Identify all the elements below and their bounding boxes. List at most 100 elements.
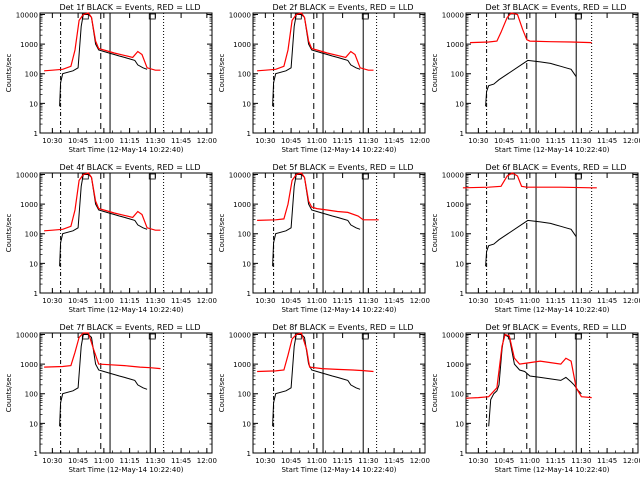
x-tick-label: 10:30 xyxy=(468,137,488,145)
x-tick-label: 12:00 xyxy=(623,137,640,145)
x-tick-label: 10:45 xyxy=(494,297,514,305)
y-tick-label: 100 xyxy=(238,231,251,239)
x-tick-label: 12:00 xyxy=(623,457,640,465)
y-tick-label: 1000 xyxy=(446,41,464,49)
events-series-line xyxy=(488,333,582,427)
y-tick-label: 1000 xyxy=(233,201,251,209)
panel-title: Det 8f BLACK = Events, RED = LLD xyxy=(272,323,413,332)
panel-title: Det 4f BLACK = Events, RED = LLD xyxy=(59,163,200,172)
x-axis-label: Start Time (12-May-14 10:22:40) xyxy=(281,306,396,314)
x-tick-label: 11:45 xyxy=(384,137,404,145)
x-tick-label: 12:00 xyxy=(410,457,430,465)
x-tick-label: 11:30 xyxy=(358,457,378,465)
events-series-line xyxy=(59,334,148,427)
x-tick-label: 10:45 xyxy=(281,137,301,145)
time-marker xyxy=(148,13,156,20)
y-axis-label: Counts/sec xyxy=(431,54,439,93)
y-tick-label: 10000 xyxy=(229,171,251,179)
y-tick-label: 10 xyxy=(455,100,464,108)
x-tick-label: 11:30 xyxy=(145,457,165,465)
y-tick-label: 1 xyxy=(34,450,38,458)
lld-series-line xyxy=(257,172,379,221)
y-tick-label: 1 xyxy=(247,130,251,138)
plot-frame xyxy=(39,172,213,294)
panel-title: Det 3f BLACK = Events, RED = LLD xyxy=(485,3,626,12)
panel-7: Det 7f BLACK = Events, RED = LLD Counts/s… xyxy=(5,323,217,474)
y-tick-label: 1 xyxy=(247,450,251,458)
x-axis-label: Start Time (12-May-14 10:22:40) xyxy=(494,306,609,314)
x-tick-label: 11:30 xyxy=(571,137,591,145)
plot-frame xyxy=(39,12,213,134)
time-marker xyxy=(361,173,369,180)
lld-series-line xyxy=(470,12,592,44)
time-marker xyxy=(361,333,369,340)
events-series-line xyxy=(272,334,361,427)
y-axis-label: Counts/sec xyxy=(5,374,13,413)
x-tick-label: 11:30 xyxy=(358,137,378,145)
panel-6: Det 6f BLACK = Events, RED = LLD Counts/s… xyxy=(431,163,640,314)
x-tick-label: 11:15 xyxy=(546,297,566,305)
x-tick-label: 11:15 xyxy=(546,457,566,465)
events-series-line xyxy=(59,174,148,267)
y-tick-label: 10000 xyxy=(16,11,38,19)
x-tick-label: 12:00 xyxy=(197,137,217,145)
panel-title: Det 7f BLACK = Events, RED = LLD xyxy=(59,323,200,332)
panel-title: Det 6f BLACK = Events, RED = LLD xyxy=(485,163,626,172)
x-tick-label: 12:00 xyxy=(410,137,430,145)
y-tick-label: 100 xyxy=(238,391,251,399)
x-tick-label: 10:30 xyxy=(468,297,488,305)
y-axis-label: Counts/sec xyxy=(218,214,226,253)
y-tick-label: 100 xyxy=(451,391,464,399)
y-tick-label: 10000 xyxy=(442,171,464,179)
y-tick-label: 10 xyxy=(242,420,251,428)
x-tick-label: 11:00 xyxy=(307,297,327,305)
y-tick-label: 10000 xyxy=(442,331,464,339)
lld-series-line xyxy=(257,12,374,72)
x-tick-label: 10:45 xyxy=(281,297,301,305)
y-tick-label: 1000 xyxy=(233,361,251,369)
x-tick-label: 10:30 xyxy=(255,457,275,465)
y-axis-label: Counts/sec xyxy=(218,374,226,413)
plot-frame xyxy=(252,172,426,294)
y-tick-label: 1 xyxy=(34,130,38,138)
x-tick-label: 11:30 xyxy=(145,137,165,145)
x-tick-label: 12:00 xyxy=(197,457,217,465)
panel-3: Det 3f BLACK = Events, RED = LLD Counts/s… xyxy=(431,3,640,154)
plot-frame xyxy=(465,172,639,294)
y-tick-label: 100 xyxy=(238,71,251,79)
x-tick-label: 10:45 xyxy=(494,457,514,465)
x-tick-label: 10:45 xyxy=(68,457,88,465)
plot-frame xyxy=(252,12,426,134)
y-tick-label: 10000 xyxy=(229,331,251,339)
x-tick-label: 11:00 xyxy=(94,457,114,465)
x-tick-label: 10:30 xyxy=(255,137,275,145)
x-tick-label: 10:45 xyxy=(68,137,88,145)
events-series-line xyxy=(59,14,148,107)
y-axis-label: Counts/sec xyxy=(431,214,439,253)
panel-9: Det 9f BLACK = Events, RED = LLD Counts/s… xyxy=(431,323,640,474)
y-tick-label: 1000 xyxy=(233,41,251,49)
y-tick-label: 10 xyxy=(455,420,464,428)
y-tick-label: 100 xyxy=(25,231,38,239)
x-tick-label: 11:00 xyxy=(520,297,540,305)
y-tick-label: 1000 xyxy=(20,361,38,369)
time-marker xyxy=(361,13,369,20)
y-tick-label: 10 xyxy=(242,100,251,108)
y-tick-label: 100 xyxy=(451,71,464,79)
x-tick-label: 11:15 xyxy=(333,137,353,145)
x-tick-label: 11:00 xyxy=(520,137,540,145)
x-axis-label: Start Time (12-May-14 10:22:40) xyxy=(281,466,396,474)
x-tick-label: 10:45 xyxy=(494,137,514,145)
x-tick-label: 12:00 xyxy=(410,297,430,305)
y-tick-label: 1 xyxy=(460,130,464,138)
panel-4: Det 4f BLACK = Events, RED = LLD Counts/s… xyxy=(5,163,217,314)
x-tick-label: 11:45 xyxy=(171,457,191,465)
panel-title: Det 9f BLACK = Events, RED = LLD xyxy=(485,323,626,332)
x-axis-label: Start Time (12-May-14 10:22:40) xyxy=(494,466,609,474)
x-tick-label: 11:15 xyxy=(333,457,353,465)
x-tick-label: 10:30 xyxy=(42,297,62,305)
x-tick-label: 11:00 xyxy=(94,137,114,145)
events-series-line xyxy=(272,14,361,107)
x-tick-label: 11:45 xyxy=(384,457,404,465)
